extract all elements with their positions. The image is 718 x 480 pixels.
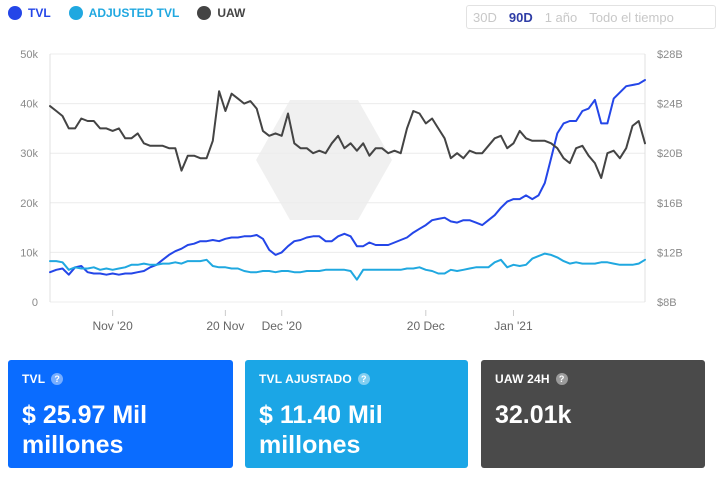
- y-left-tick-label: 20k: [20, 198, 38, 210]
- adjusted-tvl-card: TVL AJUSTADO ? $ 11.40 Mil millones: [245, 360, 468, 468]
- y-left-tick-label: 30k: [20, 148, 38, 160]
- legend-label: ADJUSTED TVL: [88, 6, 180, 20]
- range-all-button[interactable]: Todo el tiempo: [589, 9, 674, 25]
- legend-dot: [68, 6, 83, 20]
- line-chart: 0 $8B 10k $12B 20k $16B 30k $20B 40k $24B 50k $28B N…: [20, 49, 683, 333]
- legend-item-tvl[interactable]: TVL: [8, 6, 51, 20]
- legend-label: TVL: [28, 6, 51, 20]
- help-icon[interactable]: ?: [357, 373, 370, 385]
- range-1y-button[interactable]: 1 año: [544, 9, 578, 25]
- y-left-tick-label: 10k: [20, 247, 38, 259]
- card-value: $ 25.97 Mil millones: [22, 401, 148, 459]
- card-label: UAW 24H: [495, 372, 550, 386]
- watermark-logo: [256, 100, 392, 220]
- x-tick-label: 20 Nov: [206, 319, 244, 333]
- y-right-tick-label: $8B: [657, 297, 677, 309]
- tvl-card: TVL ? $ 25.97 Mil millones: [8, 360, 233, 468]
- x-tick-label: Nov '20: [92, 319, 133, 333]
- stats-cards: TVL ? $ 25.97 Mil millones TVL AJUSTADO …: [8, 360, 708, 468]
- x-tick-label: Dec '20: [262, 319, 303, 333]
- x-tick-label: Jan '21: [494, 319, 533, 333]
- time-range-selector: 30D 90D 1 año Todo el tiempo: [466, 5, 716, 29]
- card-value: 32.01k: [495, 401, 572, 429]
- legend-dot: [197, 6, 212, 20]
- y-left-tick-label: 50k: [20, 49, 38, 61]
- y-left-tick-label: 0: [32, 297, 38, 309]
- y-right-tick-label: $28B: [657, 49, 683, 61]
- legend-item-adjusted-tvl[interactable]: ADJUSTED TVL: [68, 6, 180, 20]
- legend-label: UAW: [217, 6, 246, 20]
- card-label: TVL: [22, 372, 46, 386]
- card-label: TVL AJUSTADO: [259, 372, 352, 386]
- y-right-tick-label: $24B: [657, 99, 683, 111]
- uaw-card: UAW 24H ? 32.01k: [481, 360, 705, 468]
- series-line-tvl: [49, 79, 646, 276]
- y-right-tick-label: $12B: [657, 247, 683, 259]
- range-30d-button[interactable]: 30D: [473, 9, 497, 25]
- x-tick-label: 20 Dec: [407, 319, 445, 333]
- legend-dot: [8, 6, 22, 20]
- series-line-adjusted-tvl: [49, 252, 646, 281]
- help-icon[interactable]: ?: [51, 373, 64, 385]
- range-90d-button[interactable]: 90D: [508, 9, 533, 25]
- legend-item-uaw[interactable]: UAW: [197, 6, 245, 20]
- help-icon[interactable]: ?: [555, 373, 568, 385]
- series-line-uaw: [49, 90, 646, 179]
- chart-legend: TVL ADJUSTED TVL UAW: [8, 6, 245, 20]
- y-left-tick-label: 40k: [20, 99, 38, 111]
- y-right-tick-label: $16B: [657, 198, 683, 210]
- card-value: $ 11.40 Mil millones: [259, 401, 383, 459]
- y-right-tick-label: $20B: [657, 148, 683, 160]
